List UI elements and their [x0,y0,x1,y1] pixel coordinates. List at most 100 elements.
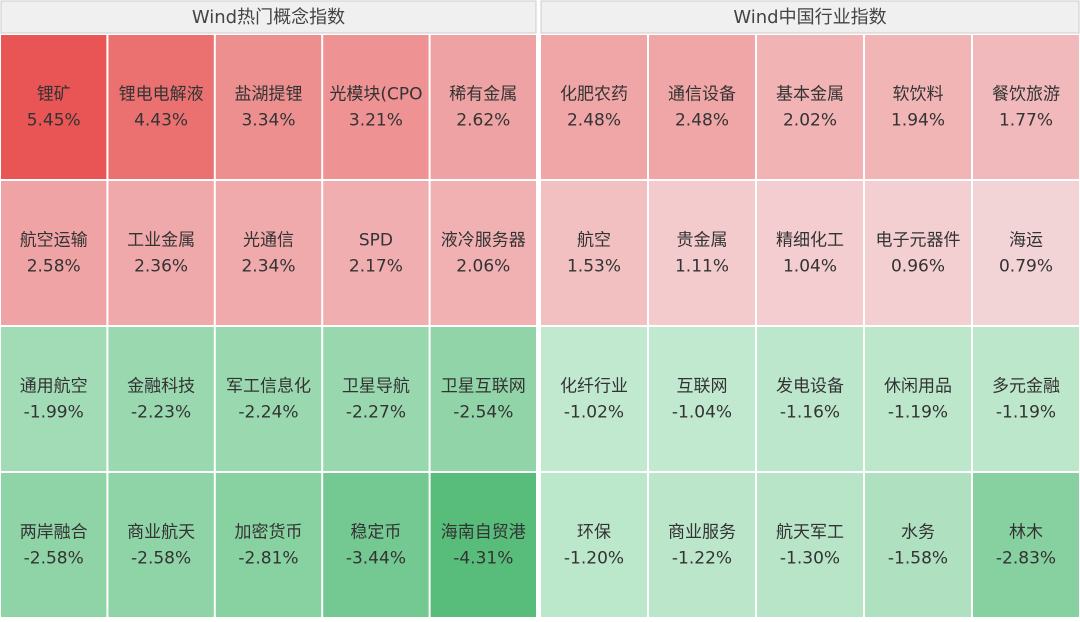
cell-value: 2.06% [456,257,510,277]
cell-value: 1.04% [783,257,837,277]
heat-cell [541,473,647,617]
heat-cell [973,35,1079,179]
cell-name: 餐饮旅游 [992,85,1060,105]
heat-cell [108,181,214,325]
cell-name: 环保 [577,523,611,543]
cell-value: -4.31% [453,549,513,569]
cell-value: -2.58% [24,549,84,569]
cell-name: 航天军工 [776,523,844,543]
cell-name: 加密货币 [235,523,303,543]
cell-value: -1.58% [888,549,948,569]
heat-cell [1,35,107,179]
cell-value: -1.04% [672,403,732,423]
cell-value: -2.81% [238,549,298,569]
panel-header [0,0,537,34]
cell-name: 液冷服务器 [441,231,526,251]
heat-cell [541,181,647,325]
cell-value: -2.23% [131,403,191,423]
cell-name: 通用航空 [20,377,88,397]
cell-value: -1.99% [24,403,84,423]
panel-title: Wind热门概念指数 [192,6,345,28]
heat-cell [108,35,214,179]
cell-name: 锂矿 [37,85,71,105]
cell-value: 1.77% [999,111,1053,131]
heat-cell [1,327,107,471]
heat-cell [757,35,863,179]
cell-value: 5.45% [27,111,81,131]
cell-value: -1.19% [888,403,948,423]
cell-name: 航空运输 [20,231,88,251]
cell-name: 航空 [577,231,611,251]
cell-name: 林木 [1009,523,1043,543]
cell-name: 光通信 [243,231,294,251]
heat-cell [1,473,107,617]
cell-value: -2.24% [238,403,298,423]
heat-cell [323,327,429,471]
heat-cell [541,327,647,471]
heat-cell [323,473,429,617]
heat-cell [430,181,536,325]
cell-name: SPD [359,231,393,251]
cell-name: 水务 [901,523,935,543]
panel-title: Wind中国行业指数 [733,7,886,28]
cell-name: 精细化工 [776,231,844,251]
cell-name: 光模块(CPO [329,85,422,105]
heat-cell [430,35,536,179]
cell-value: 2.17% [349,257,403,277]
heat-cell [865,473,971,617]
heat-cell [865,327,971,471]
cell-name: 贵金属 [677,231,728,251]
cell-value: 1.53% [567,257,621,277]
cell-value: -1.02% [564,403,624,423]
cell-value: 0.79% [999,257,1053,277]
cell-name: 发电设备 [776,377,844,397]
heat-cell [973,473,1079,617]
cell-value: -2.58% [131,549,191,569]
heat-cell [541,35,647,179]
cell-value: 2.48% [567,111,621,131]
cell-value: -1.16% [780,403,840,423]
heat-cell [973,181,1079,325]
heat-cell [757,181,863,325]
heat-cell [649,327,755,471]
heat-cell [865,181,971,325]
cell-value: -1.22% [672,549,732,569]
cell-value: -3.44% [346,549,406,569]
cell-value: -2.83% [996,549,1056,569]
cell-value: 2.62% [456,111,510,131]
cell-name: 两岸融合 [20,523,88,543]
cell-value: 4.43% [134,111,188,131]
cell-name: 卫星导航 [342,377,410,397]
heat-cell [757,327,863,471]
cell-value: 2.34% [241,257,295,277]
cell-value: 2.48% [675,111,729,131]
heat-cell [215,327,322,471]
cell-value: -1.20% [564,549,624,569]
heat-cell [430,473,536,617]
heat-cell [649,473,755,617]
heat-cell [108,473,214,617]
heat-cell [649,35,755,179]
heat-cell [1,181,107,325]
cell-value: -1.19% [996,403,1056,423]
panel-header [540,0,1080,34]
cell-name: 金融科技 [127,377,195,397]
heat-cell [757,473,863,617]
cell-name: 锂电电解液 [119,85,204,105]
cell-name: 军工信息化 [226,377,311,397]
cell-name: 电子元器件 [876,231,961,251]
heat-cell [649,181,755,325]
cell-name: 基本金属 [776,85,844,105]
heat-cell [215,473,322,617]
cell-name: 稳定币 [350,523,401,543]
cell-value: 3.34% [241,111,295,131]
heat-cell [865,35,971,179]
cell-value: 3.21% [349,111,403,131]
cell-name: 海运 [1009,231,1043,251]
heat-cell [108,327,214,471]
cell-name: 软饮料 [893,85,944,105]
cell-value: -1.30% [780,549,840,569]
heat-cell [323,35,429,179]
cell-name: 通信设备 [668,85,736,105]
